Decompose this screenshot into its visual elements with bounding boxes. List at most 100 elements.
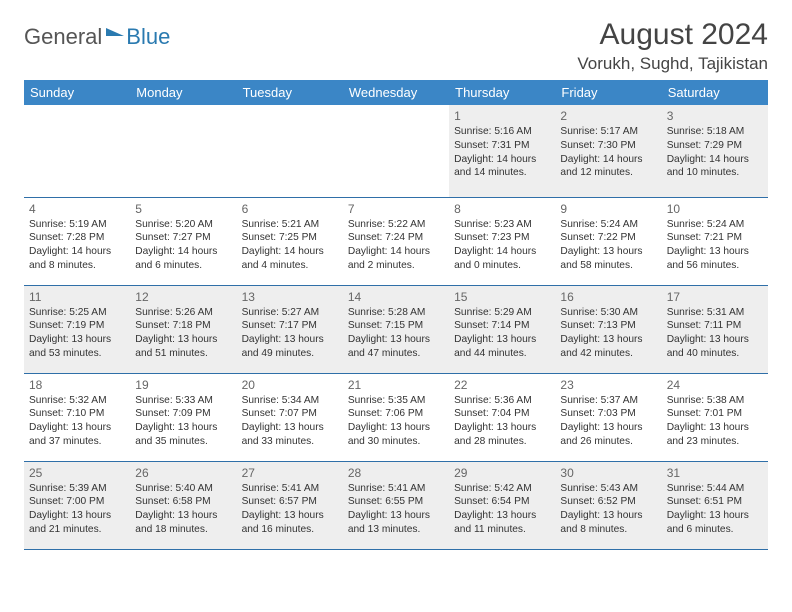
sunset-text: Sunset: 7:13 PM (560, 319, 656, 333)
day-number: 6 (242, 201, 338, 217)
day-number: 17 (667, 289, 763, 305)
sunset-text: Sunset: 6:52 PM (560, 495, 656, 509)
weekday-header-row: Sunday Monday Tuesday Wednesday Thursday… (24, 80, 768, 105)
weekday-header: Monday (130, 80, 236, 105)
day-number: 30 (560, 465, 656, 481)
daylight-text: Daylight: 14 hours and 8 minutes. (29, 245, 125, 273)
daylight-text: Daylight: 13 hours and 6 minutes. (667, 509, 763, 537)
sunrise-text: Sunrise: 5:18 AM (667, 125, 763, 139)
day-number: 5 (135, 201, 231, 217)
daylight-text: Daylight: 14 hours and 14 minutes. (454, 153, 550, 181)
sunrise-text: Sunrise: 5:24 AM (560, 218, 656, 232)
sunrise-text: Sunrise: 5:38 AM (667, 394, 763, 408)
calendar-day-cell: 19Sunrise: 5:33 AMSunset: 7:09 PMDayligh… (130, 373, 236, 461)
daylight-text: Daylight: 13 hours and 56 minutes. (667, 245, 763, 273)
calendar-week-row: 1Sunrise: 5:16 AMSunset: 7:31 PMDaylight… (24, 105, 768, 197)
day-number: 25 (29, 465, 125, 481)
calendar-day-cell: 13Sunrise: 5:27 AMSunset: 7:17 PMDayligh… (237, 285, 343, 373)
daylight-text: Daylight: 14 hours and 2 minutes. (348, 245, 444, 273)
sunrise-text: Sunrise: 5:43 AM (560, 482, 656, 496)
daylight-text: Daylight: 13 hours and 53 minutes. (29, 333, 125, 361)
sunset-text: Sunset: 7:19 PM (29, 319, 125, 333)
daylight-text: Daylight: 14 hours and 10 minutes. (667, 153, 763, 181)
sunrise-text: Sunrise: 5:41 AM (348, 482, 444, 496)
calendar-day-cell: 22Sunrise: 5:36 AMSunset: 7:04 PMDayligh… (449, 373, 555, 461)
day-number: 14 (348, 289, 444, 305)
calendar-day-cell: 15Sunrise: 5:29 AMSunset: 7:14 PMDayligh… (449, 285, 555, 373)
sunset-text: Sunset: 6:55 PM (348, 495, 444, 509)
day-number: 21 (348, 377, 444, 393)
day-number: 23 (560, 377, 656, 393)
sunrise-text: Sunrise: 5:44 AM (667, 482, 763, 496)
day-number: 9 (560, 201, 656, 217)
sunset-text: Sunset: 7:14 PM (454, 319, 550, 333)
sunrise-text: Sunrise: 5:22 AM (348, 218, 444, 232)
calendar-day-cell: 11Sunrise: 5:25 AMSunset: 7:19 PMDayligh… (24, 285, 130, 373)
day-number: 8 (454, 201, 550, 217)
sunrise-text: Sunrise: 5:24 AM (667, 218, 763, 232)
daylight-text: Daylight: 13 hours and 40 minutes. (667, 333, 763, 361)
sunset-text: Sunset: 7:18 PM (135, 319, 231, 333)
sunrise-text: Sunrise: 5:17 AM (560, 125, 656, 139)
sunset-text: Sunset: 7:30 PM (560, 139, 656, 153)
sunset-text: Sunset: 7:06 PM (348, 407, 444, 421)
day-number: 20 (242, 377, 338, 393)
sunset-text: Sunset: 7:25 PM (242, 231, 338, 245)
day-number: 7 (348, 201, 444, 217)
calendar-day-cell: 23Sunrise: 5:37 AMSunset: 7:03 PMDayligh… (555, 373, 661, 461)
calendar-day-cell (24, 105, 130, 197)
sunset-text: Sunset: 7:11 PM (667, 319, 763, 333)
sunset-text: Sunset: 7:31 PM (454, 139, 550, 153)
sunrise-text: Sunrise: 5:23 AM (454, 218, 550, 232)
daylight-text: Daylight: 13 hours and 42 minutes. (560, 333, 656, 361)
sunrise-text: Sunrise: 5:19 AM (29, 218, 125, 232)
sunrise-text: Sunrise: 5:29 AM (454, 306, 550, 320)
sunrise-text: Sunrise: 5:33 AM (135, 394, 231, 408)
logo-flag-icon (106, 28, 124, 36)
sunset-text: Sunset: 7:15 PM (348, 319, 444, 333)
month-title: August 2024 (577, 18, 768, 52)
sunset-text: Sunset: 7:10 PM (29, 407, 125, 421)
calendar-day-cell: 2Sunrise: 5:17 AMSunset: 7:30 PMDaylight… (555, 105, 661, 197)
day-number: 24 (667, 377, 763, 393)
daylight-text: Daylight: 13 hours and 33 minutes. (242, 421, 338, 449)
calendar-day-cell: 29Sunrise: 5:42 AMSunset: 6:54 PMDayligh… (449, 461, 555, 549)
day-number: 1 (454, 108, 550, 124)
calendar-day-cell (130, 105, 236, 197)
calendar-day-cell: 8Sunrise: 5:23 AMSunset: 7:23 PMDaylight… (449, 197, 555, 285)
sunset-text: Sunset: 7:03 PM (560, 407, 656, 421)
calendar-day-cell: 12Sunrise: 5:26 AMSunset: 7:18 PMDayligh… (130, 285, 236, 373)
sunrise-text: Sunrise: 5:42 AM (454, 482, 550, 496)
title-block: August 2024 Vorukh, Sughd, Tajikistan (577, 18, 768, 74)
day-number: 11 (29, 289, 125, 305)
daylight-text: Daylight: 13 hours and 44 minutes. (454, 333, 550, 361)
sunrise-text: Sunrise: 5:34 AM (242, 394, 338, 408)
calendar-week-row: 4Sunrise: 5:19 AMSunset: 7:28 PMDaylight… (24, 197, 768, 285)
daylight-text: Daylight: 13 hours and 47 minutes. (348, 333, 444, 361)
day-number: 22 (454, 377, 550, 393)
sunrise-text: Sunrise: 5:20 AM (135, 218, 231, 232)
day-number: 4 (29, 201, 125, 217)
sunset-text: Sunset: 6:58 PM (135, 495, 231, 509)
logo-text-general: General (24, 24, 102, 50)
calendar-day-cell: 21Sunrise: 5:35 AMSunset: 7:06 PMDayligh… (343, 373, 449, 461)
daylight-text: Daylight: 13 hours and 28 minutes. (454, 421, 550, 449)
sunrise-text: Sunrise: 5:25 AM (29, 306, 125, 320)
sunrise-text: Sunrise: 5:37 AM (560, 394, 656, 408)
day-number: 19 (135, 377, 231, 393)
daylight-text: Daylight: 14 hours and 6 minutes. (135, 245, 231, 273)
sunrise-text: Sunrise: 5:16 AM (454, 125, 550, 139)
calendar-page: General Blue August 2024 Vorukh, Sughd, … (0, 0, 792, 550)
daylight-text: Daylight: 13 hours and 18 minutes. (135, 509, 231, 537)
sunrise-text: Sunrise: 5:30 AM (560, 306, 656, 320)
sunset-text: Sunset: 7:28 PM (29, 231, 125, 245)
sunrise-text: Sunrise: 5:27 AM (242, 306, 338, 320)
sunset-text: Sunset: 7:27 PM (135, 231, 231, 245)
logo: General Blue (24, 18, 170, 50)
daylight-text: Daylight: 13 hours and 35 minutes. (135, 421, 231, 449)
daylight-text: Daylight: 13 hours and 37 minutes. (29, 421, 125, 449)
sunset-text: Sunset: 6:54 PM (454, 495, 550, 509)
calendar-day-cell: 31Sunrise: 5:44 AMSunset: 6:51 PMDayligh… (662, 461, 768, 549)
sunset-text: Sunset: 6:51 PM (667, 495, 763, 509)
calendar-day-cell: 17Sunrise: 5:31 AMSunset: 7:11 PMDayligh… (662, 285, 768, 373)
